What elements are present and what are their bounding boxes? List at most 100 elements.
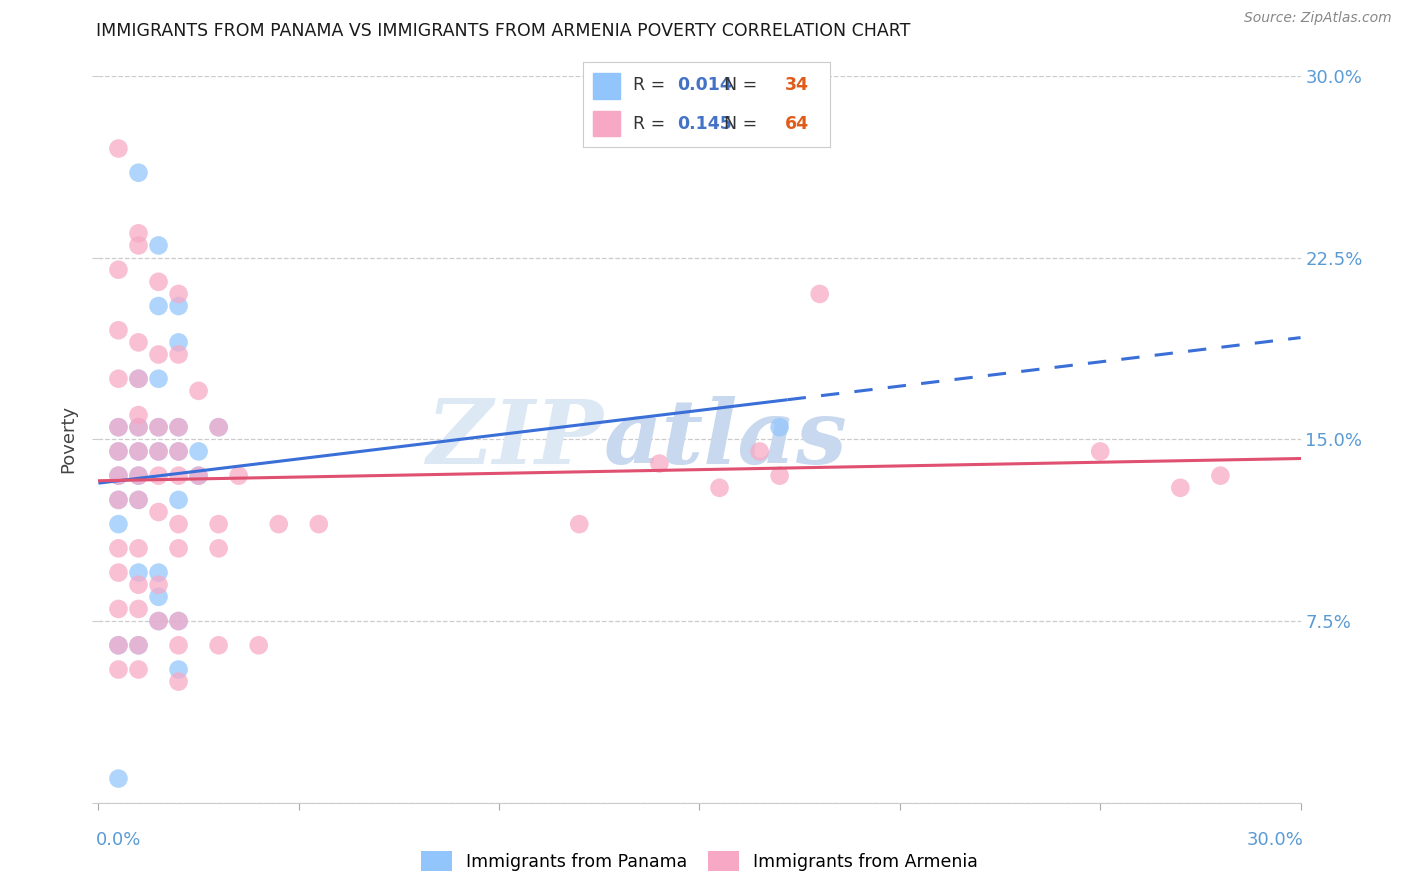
Text: Source: ZipAtlas.com: Source: ZipAtlas.com: [1244, 11, 1392, 25]
Point: [167, 420, 190, 434]
Point: [128, 372, 150, 386]
Point: [107, 492, 129, 507]
Point: [167, 347, 190, 361]
Point: [128, 663, 150, 677]
Point: [107, 420, 129, 434]
Text: 64: 64: [785, 115, 810, 133]
Point: [148, 444, 170, 458]
Point: [208, 420, 231, 434]
Point: [107, 323, 129, 337]
Point: [148, 566, 170, 580]
Point: [128, 492, 150, 507]
Point: [148, 590, 170, 604]
Point: [128, 420, 150, 434]
Point: [128, 420, 150, 434]
Point: [107, 372, 129, 386]
Point: [167, 492, 190, 507]
Point: [148, 614, 170, 628]
Point: [208, 541, 231, 556]
Point: [167, 299, 190, 313]
Point: [128, 238, 150, 252]
Point: [267, 517, 290, 532]
Text: R =: R =: [633, 77, 671, 95]
Point: [148, 420, 170, 434]
Bar: [593, 73, 620, 99]
Point: [167, 674, 190, 689]
Point: [228, 468, 250, 483]
Point: [187, 384, 209, 398]
Point: [128, 566, 150, 580]
Text: 30.0%: 30.0%: [1247, 831, 1303, 849]
Point: [167, 614, 190, 628]
Point: [107, 517, 129, 532]
Point: [128, 335, 150, 350]
Text: 0.0%: 0.0%: [96, 831, 141, 849]
Point: [167, 517, 190, 532]
Point: [167, 468, 190, 483]
Y-axis label: Poverty: Poverty: [59, 405, 77, 474]
Point: [128, 541, 150, 556]
Point: [208, 638, 231, 652]
Text: IMMIGRANTS FROM PANAMA VS IMMIGRANTS FROM ARMENIA POVERTY CORRELATION CHART: IMMIGRANTS FROM PANAMA VS IMMIGRANTS FRO…: [96, 22, 910, 40]
Point: [128, 166, 150, 180]
Point: [148, 347, 170, 361]
Bar: [593, 111, 620, 136]
Point: [187, 444, 209, 458]
Point: [128, 372, 150, 386]
Point: [128, 444, 150, 458]
Point: [167, 444, 190, 458]
Point: [167, 541, 190, 556]
Text: N =: N =: [724, 115, 762, 133]
Text: ZIP: ZIP: [427, 396, 603, 483]
Point: [187, 468, 209, 483]
Point: [148, 275, 170, 289]
Point: [148, 372, 170, 386]
Point: [167, 638, 190, 652]
Point: [148, 468, 170, 483]
Point: [148, 614, 170, 628]
Point: [247, 638, 270, 652]
Point: [107, 420, 129, 434]
Point: [167, 663, 190, 677]
Point: [709, 481, 731, 495]
Point: [148, 505, 170, 519]
Point: [148, 420, 170, 434]
Point: [107, 602, 129, 616]
Point: [648, 457, 671, 471]
Text: 0.014: 0.014: [678, 77, 733, 95]
Point: [128, 227, 150, 241]
Point: [128, 578, 150, 592]
Point: [769, 420, 792, 434]
Point: [128, 638, 150, 652]
Point: [107, 142, 129, 156]
Text: 34: 34: [785, 77, 810, 95]
Point: [148, 299, 170, 313]
Point: [107, 468, 129, 483]
Point: [128, 638, 150, 652]
Text: atlas: atlas: [603, 396, 846, 483]
Point: [748, 444, 770, 458]
Point: [148, 578, 170, 592]
Point: [568, 517, 591, 532]
Point: [107, 444, 129, 458]
Legend: Immigrants from Panama, Immigrants from Armenia: Immigrants from Panama, Immigrants from …: [413, 844, 986, 878]
Point: [107, 638, 129, 652]
Point: [107, 566, 129, 580]
Point: [128, 408, 150, 422]
Text: R =: R =: [633, 115, 671, 133]
Point: [167, 287, 190, 301]
Point: [167, 614, 190, 628]
Point: [107, 638, 129, 652]
Point: [308, 517, 330, 532]
Point: [128, 444, 150, 458]
Text: N =: N =: [724, 77, 762, 95]
Point: [107, 663, 129, 677]
Point: [128, 602, 150, 616]
Point: [107, 541, 129, 556]
Point: [107, 772, 129, 786]
Point: [107, 468, 129, 483]
Point: [148, 238, 170, 252]
Point: [187, 468, 209, 483]
Point: [107, 444, 129, 458]
Point: [1170, 481, 1192, 495]
